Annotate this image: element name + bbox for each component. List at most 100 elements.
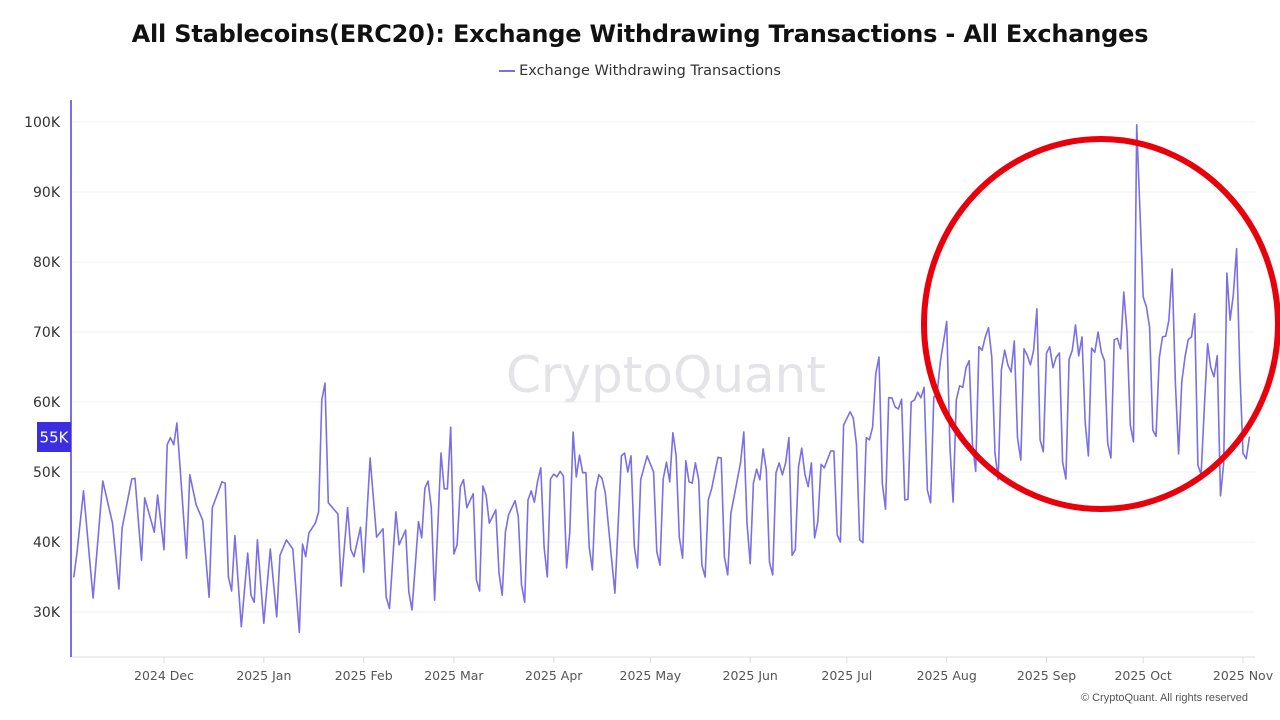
data-point [572,431,574,433]
data-point [801,447,803,449]
data-point [1197,464,1199,466]
data-point [466,507,468,509]
data-point [620,455,623,457]
data-point [450,426,452,428]
data-point [939,362,941,364]
data-point [1020,459,1022,461]
data-point [878,356,880,358]
data-point [1232,294,1234,296]
data-point [1223,462,1225,464]
data-point [1016,437,1019,439]
data-point [1236,248,1238,250]
data-point [994,452,996,454]
data-point [382,528,384,530]
data-point [907,498,909,500]
data-point [1219,495,1222,497]
data-point [881,482,883,484]
data-point [756,468,758,470]
data-point [256,539,258,541]
data-point [810,462,813,464]
data-point [279,554,281,556]
data-point [814,537,816,539]
data-point [1187,339,1189,341]
data-point [1091,347,1093,349]
y-tick-label: 30K [33,605,61,621]
data-point [488,522,490,524]
data-point [340,585,342,587]
data-point [1116,337,1118,339]
data-point [862,542,864,544]
data-point [1190,336,1193,338]
data-point [952,501,954,503]
data-point [1087,455,1089,457]
data-point [1110,457,1112,459]
data-point [1178,453,1180,455]
data-point [231,590,233,592]
data-point [285,539,287,541]
data-point [1058,352,1060,354]
data-point [1245,458,1247,460]
data-point [588,546,590,548]
data-point [385,596,387,598]
data-point [263,622,265,624]
data-point [301,543,304,545]
data-point [962,386,964,388]
data-point [656,551,658,553]
data-point [527,499,529,501]
data-point [865,437,867,439]
data-point [669,481,671,483]
data-point [739,462,742,464]
data-point [946,320,948,323]
y-tick-label: 70K [33,325,61,341]
data-point [1171,268,1173,270]
data-point [981,349,983,351]
data-point [785,462,787,464]
data-point [888,397,890,399]
data-point [1039,439,1041,441]
data-point [1168,319,1170,321]
data-point [324,382,326,384]
data-point [1174,382,1176,384]
data-point [1155,435,1157,437]
legend[interactable]: Exchange Withdrawing Transactions [0,63,1280,79]
y-tick-label: 40K [33,535,61,551]
x-tick-label: 2025 Feb [335,668,393,683]
data-point [891,397,893,399]
data-point [591,569,594,571]
data-point [578,454,581,456]
data-point [678,536,680,538]
data-point [118,588,120,590]
data-point [524,601,526,603]
data-point [1068,358,1070,360]
x-tick-label: 2025 Sep [1017,668,1076,683]
data-point [1071,349,1073,351]
data-point [752,482,755,484]
data-point [653,471,655,473]
data-point [446,488,448,490]
data-point [482,485,484,487]
data-point [327,502,329,504]
data-point [501,594,503,596]
data-point [1120,348,1122,350]
y-tick-label: 80K [33,255,61,271]
data-point [836,534,838,536]
data-point [292,548,294,550]
data-point [421,537,423,539]
data-point [153,531,155,533]
data-point [140,559,143,561]
data-point [1113,339,1115,341]
data-point [987,327,990,329]
data-point [1129,424,1131,426]
x-tick-label: 2025 Jun [723,668,778,683]
data-point [166,444,168,446]
x-tick-label: 2025 Jul [821,668,872,683]
data-point [102,480,104,482]
data-point [598,474,600,476]
data-point [430,507,432,509]
data-point [1123,291,1125,293]
data-point [318,511,320,513]
data-point [646,455,648,457]
data-point [556,476,558,478]
data-point [775,472,777,474]
data-point [984,336,986,338]
